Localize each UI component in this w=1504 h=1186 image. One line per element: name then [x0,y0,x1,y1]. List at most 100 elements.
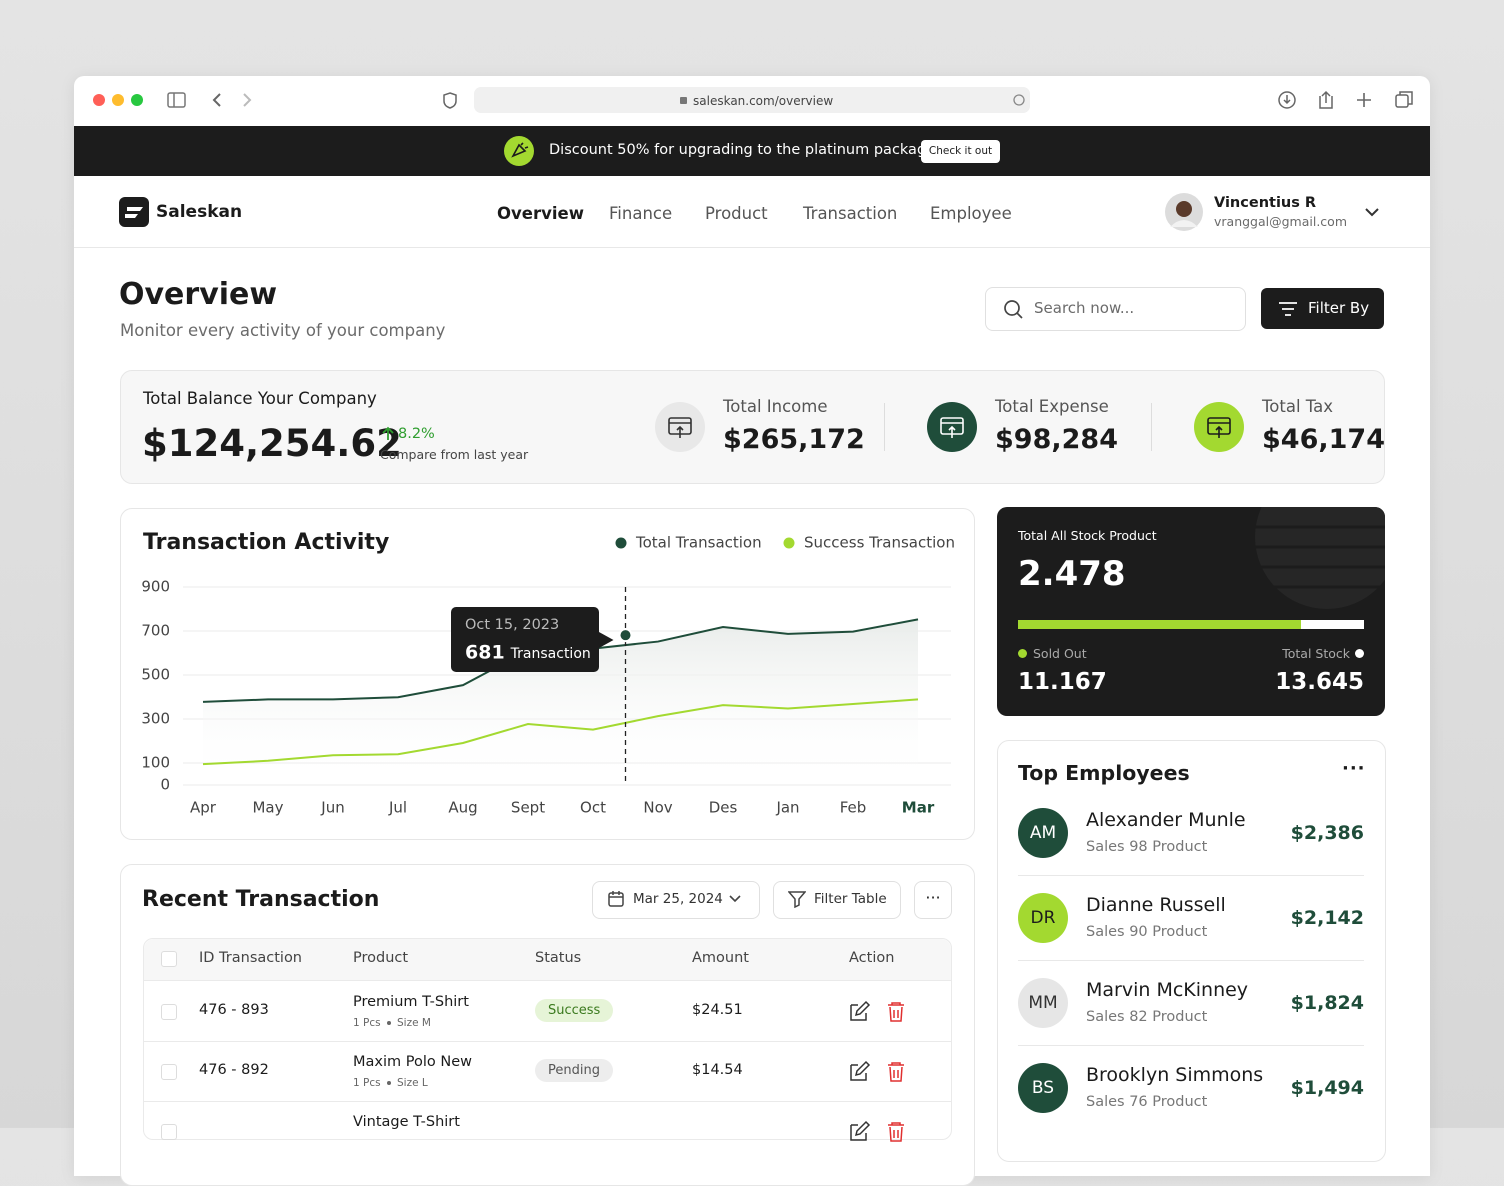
stat-icon [655,402,705,452]
stat-label: Total Income [723,397,828,416]
stock-value: 2.478 [1018,554,1126,594]
search-icon [1004,300,1023,319]
balance-amount: $124,254.62 [142,422,402,465]
employee-name: Brooklyn Simmons [1086,1064,1264,1086]
date-chevron [729,895,741,903]
sold-dot [1018,649,1027,658]
promo-banner [74,126,1430,176]
row-product: Vintage T-Shirt [353,1114,460,1130]
nav-link[interactable]: Transaction [803,204,898,223]
banner-icon [504,136,534,166]
date-label: Mar 25, 2024 [633,891,723,907]
banner-text: Discount 50% for upgrading to the platin… [549,142,941,158]
browser-toolbar [93,87,1413,113]
brand-name: Saleskan [156,202,243,222]
column-header: ID Transaction [199,950,303,966]
balance-compare: Compare from last year [380,447,529,462]
row-dot [387,1081,391,1085]
employees-menu[interactable]: ··· [1342,758,1366,779]
stat-icon [927,402,977,452]
employee-sales: Sales 76 Product [1086,1094,1208,1110]
banner-button[interactable]: Check it out [921,140,1000,163]
header-checkbox[interactable] [161,951,177,967]
employee-avatar: DR [1018,893,1068,943]
employee-avatar: AM [1018,808,1068,858]
stat-value: $265,172 [723,424,865,455]
stat-value: $46,174 [1262,424,1385,455]
page-title: Overview [119,277,278,312]
user-menu-chevron[interactable] [1364,205,1380,219]
row-actions[interactable] [848,1000,908,1022]
search-placeholder: Search now... [1034,299,1135,317]
stock-decoration [1247,507,1385,609]
filter-button[interactable] [1261,288,1384,329]
nav-link[interactable]: Product [705,204,768,223]
stat-value: $98,284 [995,424,1118,455]
row-actions[interactable] [848,1120,908,1142]
row-size: Size L [397,1077,428,1089]
row-product: Premium T-Shirt [353,994,469,1010]
employee-amount: $2,386 [1290,822,1364,844]
stat-icon [1194,402,1244,452]
employee-avatar: MM [1018,978,1068,1028]
employee-sales: Sales 90 Product [1086,924,1208,940]
balance-change: 8.2% [398,426,435,442]
nav-link[interactable]: Employee [930,204,1012,223]
table-header [144,939,951,981]
date-picker[interactable] [592,881,760,919]
transactions-title: Recent Transaction [142,887,380,912]
employee-divider [1018,960,1364,961]
stock-label: Total All Stock Product [1018,528,1157,543]
employee-name: Marvin McKinney [1086,979,1249,1001]
sold-label: Sold Out [1033,646,1087,661]
page-subtitle: Monitor every activity of your company [120,321,446,340]
total-label: Total Stock [1282,646,1350,661]
column-header: Product [353,950,409,966]
row-amount: $14.54 [692,1062,743,1078]
employee-amount: $1,494 [1290,1077,1364,1099]
user-email: vranggal@gmail.com [1214,214,1348,229]
row-actions[interactable] [848,1060,908,1082]
url: saleskan.com/overview [693,94,834,108]
user-name: Vincentius R [1214,195,1317,211]
calendar-icon [608,891,624,907]
row-checkbox[interactable] [161,1124,177,1140]
row-qty: 1 Pcs [353,1077,381,1089]
change-arrow [382,426,394,440]
employee-sales: Sales 98 Product [1086,839,1208,855]
status-pill: Pending [535,1059,613,1082]
search-box[interactable] [985,287,1246,331]
employee-name: Dianne Russell [1086,894,1226,916]
balance-label: Total Balance Your Company [143,389,377,408]
nav-link[interactable]: Finance [609,204,673,223]
nav-link[interactable]: Overview [497,204,584,223]
brand-logo [119,197,149,227]
filter-label: Filter By [1308,299,1370,317]
stock-sold-bar [1018,620,1302,629]
employee-sales: Sales 82 Product [1086,1009,1208,1025]
employees-title: Top Employees [1018,761,1190,785]
stat-divider [884,403,885,451]
sold-value: 11.167 [1018,669,1107,695]
stock-card [997,507,1385,716]
column-header: Status [535,950,582,966]
total-value: 13.645 [1275,669,1364,695]
employee-avatar: BS [1018,1063,1068,1113]
row-product: Maxim Polo New [353,1054,472,1070]
row-amount: $24.51 [692,1002,743,1018]
row-checkbox[interactable] [161,1004,177,1020]
balance-card [120,370,1385,484]
row-checkbox[interactable] [161,1064,177,1080]
column-header: Amount [692,950,749,966]
employee-amount: $1,824 [1290,992,1364,1014]
status-pill: Success [535,999,614,1022]
column-header: Action [849,950,895,966]
user-avatar [1165,193,1203,231]
stat-divider [1151,403,1152,451]
table-menu[interactable]: ··· [914,881,952,919]
employee-name: Alexander Munle [1086,809,1246,831]
stat-label: Total Tax [1262,397,1334,416]
filter-table-icon [788,891,806,908]
row-id: 476 - 893 [199,1002,269,1018]
stat-label: Total Expense [995,397,1109,416]
